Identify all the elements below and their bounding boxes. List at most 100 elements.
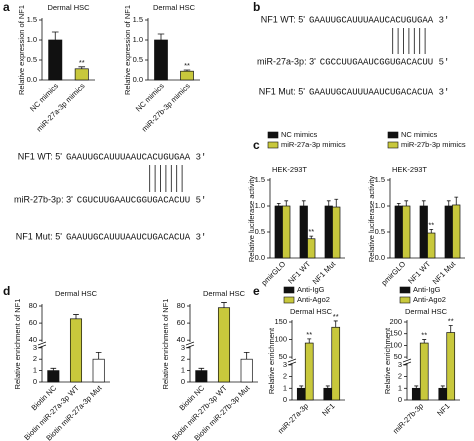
y-tick-label: 60 [29,318,37,327]
bar [411,387,421,401]
error-bar [299,385,304,389]
error-bar [284,200,289,206]
y-axis-label: Relative expression of NF1 [17,5,26,95]
chart-title: Dermal HSC [290,307,333,316]
y-tick-label: 3 [398,360,402,369]
error-bar [276,203,281,206]
panel-letter: c [253,138,260,152]
legend-swatch [283,296,295,304]
y-axis-label: Relative enrichment of NF1 [161,299,170,390]
x-tick-label: miR-27a-3p mimics [35,81,87,133]
significance: ** [308,227,314,236]
y-tick-label: 0.0 [27,75,37,84]
y-tick-label: 1.5 [133,15,143,24]
y-tick-label: 1 [283,383,287,392]
y-tick-label: 0 [398,395,402,404]
y-tick-label: 0.5 [255,227,265,236]
bar [274,205,283,259]
y-axis-label: Relative luciferase activity [247,176,256,263]
bar [304,342,314,401]
sequence-part: CGCCUUGAAUCGG [320,57,390,67]
axis-break [39,342,45,346]
bar [324,205,333,259]
y-tick-label: 0.0 [375,253,385,262]
error-bar [396,203,401,206]
sequence-part: ACUGUGA [147,152,185,162]
y-axis-label: Relative luciferase activity [367,176,376,263]
x-tick-label: pmirGLO [259,259,287,287]
legend-swatch [283,286,295,294]
sequence-part: GAAUUGCAUUUAAUC [309,15,391,25]
significance: ** [421,331,427,340]
bar [444,205,453,259]
legend-swatch [399,286,411,294]
y-tick-label: 40 [177,335,185,344]
legend-label: Anti-Ago2 [297,295,330,304]
bar [323,387,333,401]
y-tick-label: 0.5 [133,55,143,64]
x-tick-label: NF1 [320,401,336,417]
chart-title: Dermal HSC [203,289,246,298]
y-tick-label: 1.0 [255,201,265,210]
error-bar [429,229,434,234]
sequence-part: A 3' [185,152,207,162]
error-bar [157,33,165,40]
bar [331,326,341,401]
sequence-part: A 3' [185,232,207,242]
axis-break [289,359,295,363]
y-tick-label: 50 [279,352,287,361]
bar [419,342,429,401]
legend-label: miR-27a-3p mimics [281,140,346,149]
sequence-label: NF1 Mut: 5' [259,86,306,96]
y-axis-label: Relative enrichment [267,327,276,394]
chart-title: Dermal HSC [47,3,90,12]
sequence-part: UGACACU [390,87,428,97]
y-tick-label: 200 [389,317,402,326]
x-tick-label: NF1 Mut [311,259,338,286]
error-bar [78,66,86,69]
error-bar [95,351,102,360]
y-tick-label: 80 [29,301,37,310]
sequence-part: ACUGUGA [390,15,428,25]
error-bar [448,325,453,333]
sequence-part: U 5' [185,195,207,205]
significance: ** [428,220,434,229]
panel-letter: b [253,0,260,14]
legend-label: NC mimics [401,130,437,139]
sequence-part: UGACACU [147,195,185,205]
significance: ** [184,61,190,70]
error-bar [414,385,419,389]
legend-swatch [267,141,279,149]
bar [282,205,291,259]
x-tick-label: miR-27b-3p [391,401,425,435]
sequence-part: A 3' [428,87,450,97]
legend-swatch [387,131,399,139]
error-bar [307,338,312,344]
chart-title: Dermal HSC [153,3,196,12]
legend-swatch [399,296,411,304]
y-tick-label: 1.0 [27,35,37,44]
y-tick-label: 150 [389,329,402,338]
y-tick-label: 1.5 [27,15,37,24]
y-axis-label: Relative expression of NF1 [123,5,132,95]
error-bar [50,367,57,371]
sequence-label: NF1 WT: 5' [261,14,306,24]
sequence-label: NF1 WT: 5' [18,151,63,161]
bar [307,238,316,259]
x-tick-label: pmirGLO [379,259,407,287]
error-bar [325,385,330,389]
y-tick-label: 40 [29,335,37,344]
sequence-part: GAAUUGCAUUUAAUC [66,232,148,242]
y-tick-label: 1 [181,366,185,375]
panel-letter: d [3,284,10,298]
bar [92,358,105,383]
bar [47,370,60,383]
y-tick-label: 0.5 [375,227,385,236]
sequence-label: miR-27a-3p: 3' [257,56,316,66]
error-bar [221,302,227,308]
error-bar [183,69,191,72]
legend-label: Anti-IgG [413,285,441,294]
error-bar [454,196,459,205]
chart-title: HEK-293T [272,165,307,174]
y-axis-label: Relative enrichment [383,327,392,394]
